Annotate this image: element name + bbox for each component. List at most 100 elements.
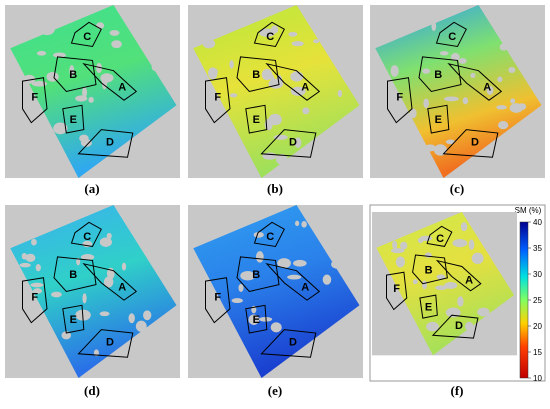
map-gap (435, 285, 448, 291)
region-outline (245, 304, 268, 334)
region-label: E (70, 314, 77, 326)
map-gap (82, 86, 88, 98)
region-outline (70, 21, 102, 48)
map-gap (39, 23, 55, 36)
map-gap (479, 331, 489, 340)
map-gap (101, 77, 108, 90)
map-gap (80, 139, 92, 147)
map-gap (244, 358, 249, 363)
map-gap (135, 320, 147, 332)
region-label: B (252, 269, 260, 281)
map-gap (111, 40, 122, 49)
map-data (193, 205, 360, 378)
region-label: D (106, 337, 114, 349)
region-label: A (465, 274, 473, 286)
map-gap (518, 103, 527, 110)
map-gap (400, 116, 412, 129)
map-gap (507, 147, 516, 160)
region-label: D (471, 137, 479, 149)
map-gap (314, 355, 329, 362)
map-gap (291, 40, 304, 47)
map-gap (143, 310, 152, 321)
map-gap (458, 57, 467, 64)
map-gap (253, 231, 264, 238)
map-gap (468, 239, 475, 250)
region-label: F (214, 292, 221, 304)
map-gap (57, 151, 62, 159)
map-gap (302, 107, 310, 115)
region-outline (253, 221, 285, 248)
region-outline (386, 271, 408, 311)
region-outline (82, 62, 138, 101)
map-gap (452, 238, 468, 248)
region-label: F (31, 292, 38, 304)
map-gap (229, 59, 234, 69)
map-gap (439, 51, 449, 56)
map-gap (35, 264, 41, 272)
map-gap (337, 343, 345, 349)
map-gap (337, 89, 343, 98)
map-gap (460, 222, 468, 232)
map-data (193, 5, 360, 178)
colorbar-tick-label: 30 (533, 270, 542, 279)
map-gap (23, 74, 36, 84)
map-gap (36, 50, 47, 56)
map-gap (248, 314, 260, 325)
map-gap (313, 39, 320, 44)
map-gap (53, 122, 68, 135)
map-gap (151, 63, 161, 72)
map-gap (497, 121, 509, 130)
map-gap (486, 85, 494, 95)
map-gap (433, 144, 447, 156)
map-gap (412, 279, 418, 285)
region-outline (260, 329, 317, 358)
map-gap (121, 262, 127, 271)
map-gap (445, 307, 461, 318)
region-label: E (253, 114, 260, 126)
map-gap (103, 276, 114, 288)
region-label: C (83, 231, 91, 243)
map-gap (477, 307, 490, 317)
map-gap (213, 141, 219, 147)
region-label: D (106, 137, 114, 149)
map-gap (444, 282, 458, 289)
map-gap (226, 25, 232, 30)
region-outline (435, 259, 482, 292)
map-gap (277, 258, 291, 269)
region-outline (77, 129, 134, 158)
map-gap (240, 270, 256, 281)
panel-frame (369, 204, 546, 382)
region-label: B (69, 69, 77, 81)
map-gap (445, 139, 456, 145)
region-outline (236, 56, 280, 93)
region-label: E (435, 114, 442, 126)
region-outline (265, 62, 321, 101)
map-gap (270, 322, 282, 333)
map-gap (96, 62, 103, 74)
map-gap (268, 113, 282, 126)
map-gap (294, 137, 302, 148)
panel-label: (b) (267, 181, 283, 196)
map-gap (82, 293, 87, 304)
map-gap (223, 328, 235, 337)
region-label: F (393, 283, 400, 295)
map-gap (38, 216, 53, 229)
map-gap (393, 318, 408, 329)
region-label: A (301, 81, 309, 93)
region-outline (442, 129, 499, 158)
map-gap (75, 95, 88, 102)
map-gap (109, 29, 120, 36)
colorbar-tick-label: 35 (533, 244, 542, 253)
map-gap (31, 238, 37, 246)
map-gap (470, 72, 476, 79)
map-gap (510, 98, 516, 104)
map-gap (41, 155, 52, 162)
colorbar-title: SM (%) (515, 206, 542, 215)
map-gap (128, 313, 135, 324)
region-outline (427, 104, 450, 134)
map-data (10, 205, 177, 378)
map-gap (422, 68, 431, 74)
map-gap (465, 321, 474, 331)
map-gap (255, 251, 264, 263)
region-outline (265, 262, 321, 301)
